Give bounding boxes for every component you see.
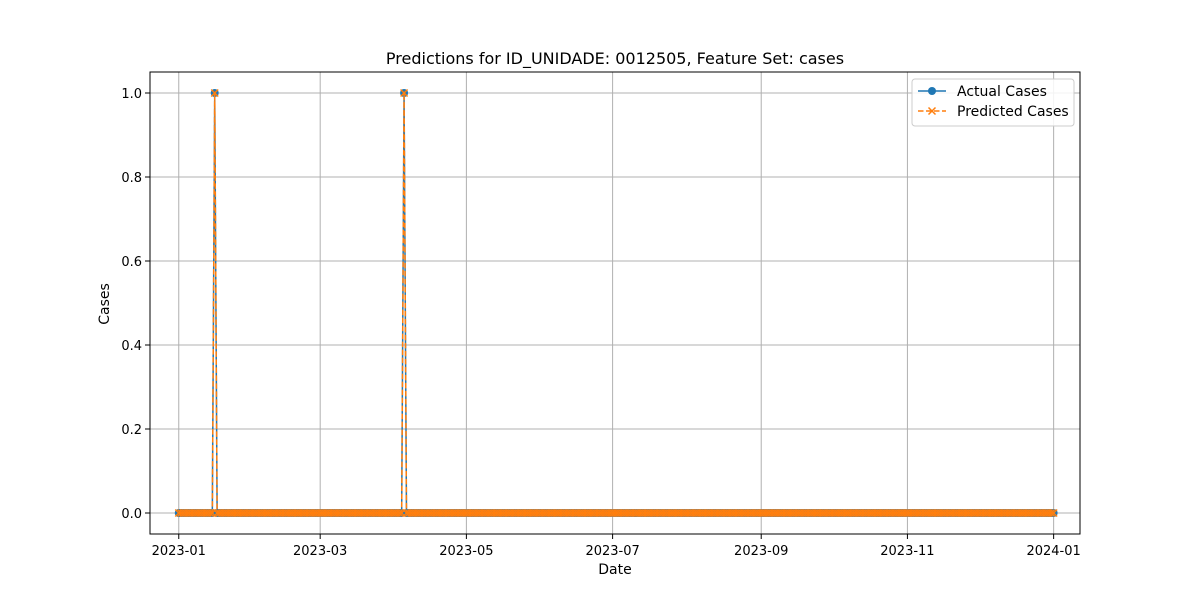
y-tick-label: 0.8 [121,171,142,186]
legend-label: Actual Cases [957,84,1047,100]
legend-box [911,78,1075,127]
x-tick-label: 2023-05 [439,544,493,559]
y-tick-label: 1.0 [121,87,142,102]
series-line [178,92,1054,514]
x-tick-label: 2023-11 [880,544,934,559]
data-point [1049,508,1058,518]
x-tick-label: 2023-01 [152,544,206,559]
y-tick-label: 0.6 [121,255,142,270]
legend-marker [928,87,936,95]
x-tick-label: 2023-07 [585,544,639,559]
series-line [178,92,1054,514]
chart-title: Predictions for ID_UNIDADE: 0012505, Fea… [386,49,844,69]
x-tick-label: 2024-01 [1026,544,1080,559]
series-actual-cases [174,89,1058,517]
x-tick-label: 2023-03 [293,544,347,559]
data-point [400,88,409,98]
data-point [205,508,214,518]
plot-frame [149,71,1081,535]
x-tick-label: 2023-09 [734,544,788,559]
data-point [1047,508,1056,518]
data-point [395,508,404,518]
series-layer [174,88,1058,518]
y-axis-label: Cases [97,283,113,325]
y-tick-label: 0.4 [121,339,142,354]
y-tick-label: 0.0 [121,507,142,522]
grid-lines [150,72,1080,534]
legend-marker [927,106,937,116]
legend: Actual Cases Predicted Cases [911,78,1075,127]
x-axis-label: Date [598,562,631,578]
series-predicted-cases [174,88,1058,518]
data-point [210,88,219,98]
legend-label: Predicted Cases [957,104,1069,120]
axis-ticks: 2023-01 2023-03 2023-05 2023-07 2023-09 2023-… [121,87,1080,559]
y-tick-label: 0.2 [121,423,142,438]
